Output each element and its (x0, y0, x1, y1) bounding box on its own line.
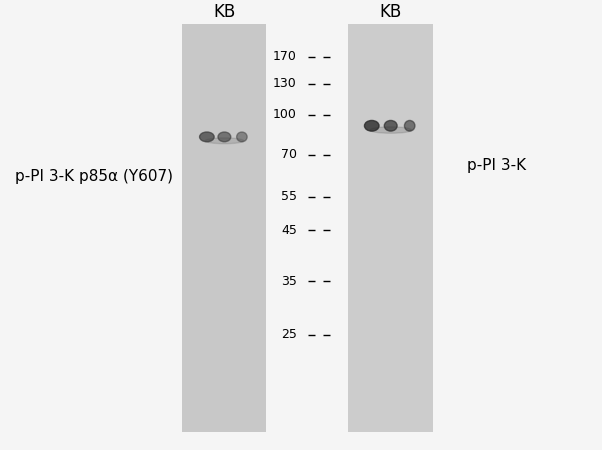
Text: p-PI 3-K: p-PI 3-K (467, 158, 527, 173)
Text: 55: 55 (281, 190, 297, 203)
Text: 130: 130 (273, 77, 297, 90)
Text: 25: 25 (281, 328, 297, 341)
Ellipse shape (370, 127, 412, 133)
Text: 170: 170 (273, 50, 297, 63)
Text: 35: 35 (281, 275, 297, 288)
Text: 45: 45 (281, 224, 297, 237)
Text: 70: 70 (281, 148, 297, 161)
Ellipse shape (364, 121, 379, 131)
Text: p-PI 3-K p85α (Y607): p-PI 3-K p85α (Y607) (15, 169, 173, 184)
Text: KB: KB (380, 4, 402, 22)
Ellipse shape (405, 121, 415, 131)
Text: KB: KB (213, 4, 235, 22)
Bar (182, 24, 267, 432)
Ellipse shape (384, 121, 397, 131)
Text: 100: 100 (273, 108, 297, 121)
Ellipse shape (200, 132, 214, 142)
Ellipse shape (237, 132, 247, 142)
Ellipse shape (205, 138, 244, 144)
Ellipse shape (218, 132, 231, 142)
Bar (348, 24, 433, 432)
